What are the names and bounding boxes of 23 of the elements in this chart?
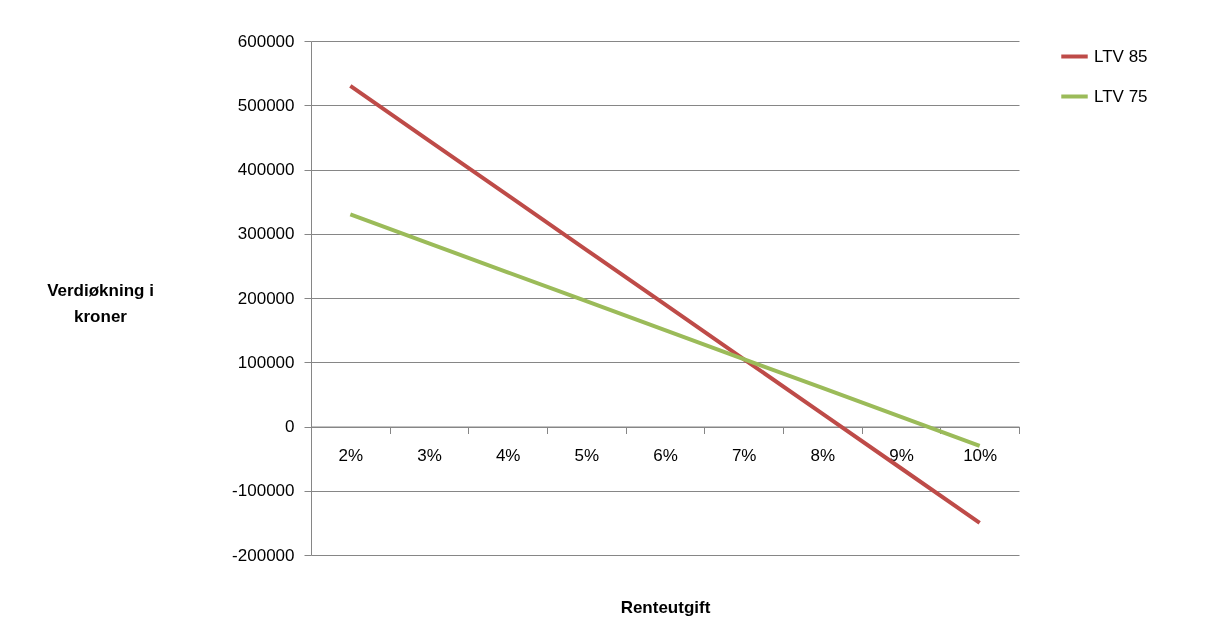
x-tick-label: 5% (574, 446, 600, 465)
y-tick-label: -200000 (232, 545, 295, 565)
legend-label: LTV 75 (1094, 86, 1148, 106)
y-tick-label: 300000 (237, 224, 295, 244)
y-tick-label: 600000 (237, 31, 295, 51)
legend-label: LTV 85 (1094, 46, 1148, 66)
y-tick-label: 400000 (237, 160, 295, 179)
x-axis-title: Renteutgift (620, 597, 711, 617)
y-tick-label: 200000 (237, 288, 295, 308)
y-tick-label: -100000 (232, 481, 295, 501)
x-tick-label: 8% (810, 446, 836, 465)
x-tick-label: 7% (731, 446, 757, 465)
x-tick-label: 3% (417, 446, 442, 465)
x-tick-label: 9% (889, 446, 914, 465)
x-tick-label: 10% (963, 446, 998, 465)
y-tick-label: 500000 (237, 95, 295, 115)
x-tick-label: 2% (338, 446, 364, 465)
y-tick-label: 0 (285, 417, 295, 436)
line-series (348, 212, 982, 448)
x-tick-label: 6% (653, 446, 678, 465)
y-axis-title: Verdiøkning i kroner (47, 280, 154, 326)
y-tick-label: 100000 (237, 352, 295, 372)
x-tick-label: 4% (495, 446, 521, 465)
